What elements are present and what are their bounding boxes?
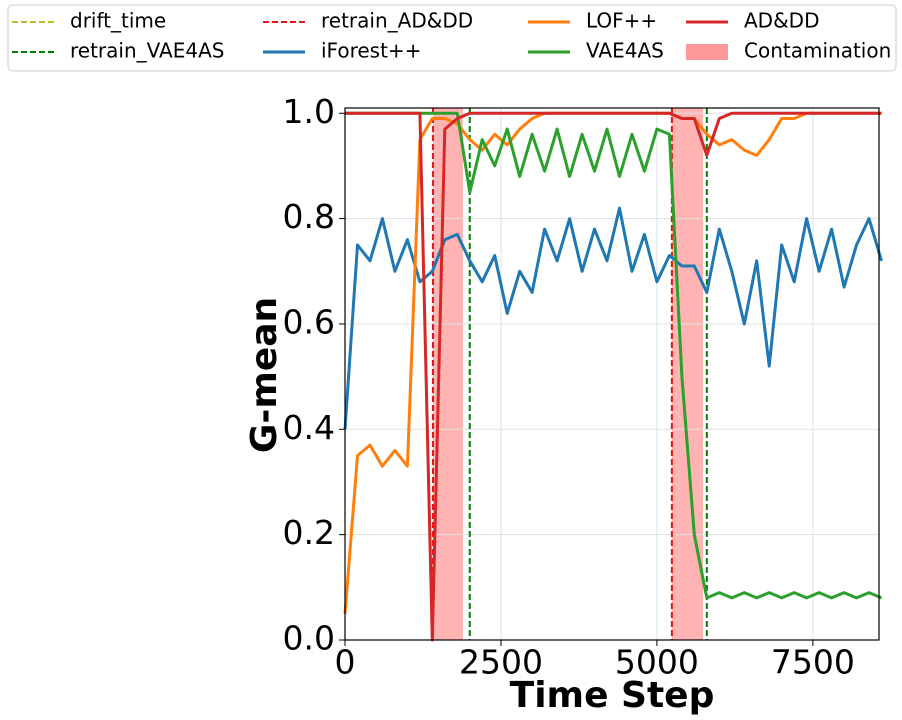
- legend-label: retrain_AD&DD: [321, 9, 473, 33]
- y-tick-label: 0.2: [283, 513, 335, 552]
- x-axis-label: Time Step: [510, 675, 715, 716]
- legend-label: retrain_VAE4AS: [70, 39, 224, 63]
- y-tick-label: 0.8: [283, 197, 335, 236]
- y-tick-label: 1.0: [283, 92, 335, 131]
- series-line: [345, 111, 883, 600]
- legend-label: iForest++: [321, 39, 421, 63]
- legend-swatch: [686, 44, 728, 60]
- legend-label: drift_time: [70, 9, 166, 33]
- y-tick-label: 0.0: [283, 619, 335, 658]
- x-tick-label: 7500: [771, 643, 855, 682]
- legend-label: LOF++: [586, 9, 657, 33]
- series-line: [345, 111, 882, 642]
- y-axis-label: G-mean: [244, 297, 285, 453]
- series-line: [343, 206, 883, 430]
- x-tick-label: 2500: [459, 643, 543, 682]
- x-tick-label: 5000: [615, 643, 699, 682]
- legend-box: [7, 4, 897, 72]
- legend-label: VAE4AS: [586, 39, 664, 63]
- y-tick-label: 0.4: [283, 408, 335, 447]
- legend-label: AD&DD: [744, 9, 819, 33]
- x-tick-label: 0: [335, 643, 356, 682]
- legend-label: Contamination: [744, 39, 891, 63]
- plot-frame: [344, 107, 880, 641]
- y-tick-label: 0.6: [283, 302, 335, 341]
